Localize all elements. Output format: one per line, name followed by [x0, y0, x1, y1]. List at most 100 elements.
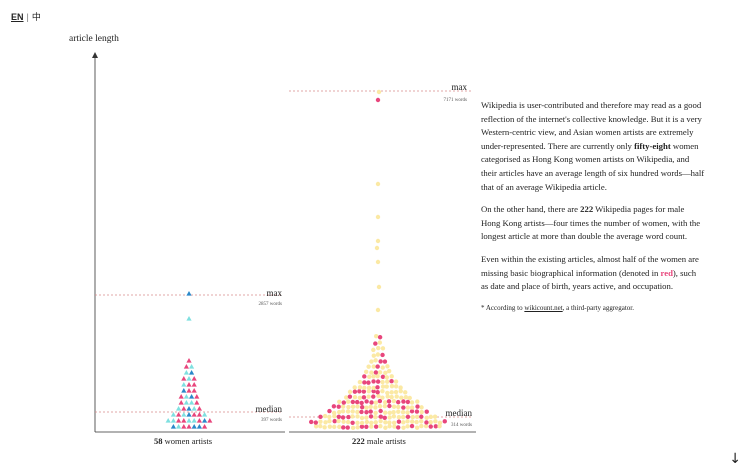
p3-text-a: Even within the existing articles, almos… — [481, 253, 699, 278]
men-point — [350, 399, 356, 405]
women-point — [176, 418, 182, 423]
men-point — [393, 389, 399, 395]
women-point — [181, 388, 187, 393]
men-point — [364, 415, 369, 420]
women-point — [186, 418, 192, 423]
men-point — [410, 419, 415, 424]
men-point — [352, 394, 358, 400]
wikicount-link[interactable]: wikicount.net — [524, 303, 563, 312]
men-point — [371, 347, 376, 353]
women-point — [196, 412, 202, 417]
men-point — [322, 413, 328, 419]
men-point — [383, 420, 388, 425]
men-point — [374, 245, 380, 251]
men-point — [337, 399, 342, 404]
men-point — [355, 425, 360, 430]
men-point — [433, 424, 438, 429]
men-point — [403, 390, 408, 395]
men-point — [393, 379, 399, 384]
men-point — [405, 405, 411, 410]
men-point — [350, 425, 356, 431]
p1-bold: fifty-eight — [634, 140, 671, 151]
men-point — [424, 420, 429, 425]
men-point — [391, 420, 397, 425]
women-point — [176, 406, 182, 411]
y-axis-arrow-icon — [92, 52, 98, 58]
p1-text-a: Wikipedia is user-contributed and theref… — [481, 100, 702, 151]
men-point — [373, 405, 378, 410]
men-count: 222 — [352, 436, 365, 446]
p2-text-b: Wikipedia pages for male Hong Kong artis… — [481, 204, 701, 242]
men-point — [373, 370, 379, 375]
men-point — [407, 395, 412, 401]
women-point — [181, 376, 187, 381]
men-point — [391, 410, 396, 415]
men-point — [428, 419, 433, 425]
men-caption: 222 male artists — [352, 436, 406, 446]
men-point — [368, 414, 374, 419]
men-point — [366, 364, 371, 369]
women-median-label: median — [256, 404, 283, 414]
note-text-b: , a third-party aggregator. — [562, 303, 635, 312]
p3-red: red — [660, 267, 673, 278]
women-point — [207, 418, 213, 423]
men-point — [419, 409, 424, 415]
women-point — [178, 394, 184, 399]
p3-text-b: ), such as date and place of birth, year… — [481, 267, 697, 292]
men-point — [369, 370, 374, 375]
men-max-value: 7171 words — [444, 98, 468, 103]
men-point — [371, 385, 376, 391]
women-point — [186, 406, 192, 411]
men-point — [375, 259, 381, 265]
footnote: * According to wikicount.net, a third-pa… — [481, 303, 705, 313]
men-point — [396, 399, 401, 405]
men-point — [373, 420, 378, 425]
men-point — [382, 359, 388, 364]
men-point — [377, 404, 383, 409]
men-point — [376, 393, 381, 399]
men-point — [340, 415, 346, 420]
p2-text-a: On the other hand, there are — [481, 204, 581, 215]
men-point — [336, 418, 341, 424]
women-point — [191, 424, 197, 429]
lang-zh-link[interactable]: 中 — [31, 12, 41, 22]
men-point — [364, 424, 369, 429]
men-point — [382, 403, 388, 409]
p2-bold: 222 — [580, 204, 594, 215]
men-point — [345, 425, 350, 430]
men-point — [383, 370, 388, 376]
men-point — [366, 385, 372, 390]
men-point — [377, 335, 383, 340]
scroll-down-icon[interactable]: ↓ — [729, 451, 741, 467]
men-median-value: 314 words — [451, 423, 472, 428]
men-point — [394, 394, 399, 399]
women-point — [181, 418, 187, 423]
men-point — [363, 369, 369, 375]
men-point — [391, 404, 397, 409]
men-point — [398, 388, 403, 394]
men-point — [375, 385, 380, 390]
men-point — [332, 424, 337, 430]
women-point — [186, 424, 192, 429]
men-point — [369, 420, 374, 426]
women-point — [186, 291, 192, 296]
women-caption-label: women artists — [164, 436, 213, 446]
men-point — [428, 424, 433, 429]
women-point — [196, 424, 202, 429]
men-point — [341, 419, 346, 424]
lang-en-link[interactable]: EN — [11, 12, 24, 22]
men-point — [391, 398, 397, 404]
women-caption: 58 women artists — [154, 436, 212, 446]
men-point — [336, 414, 342, 419]
women-point — [202, 412, 208, 417]
men-point — [323, 420, 328, 425]
men-point — [409, 400, 415, 405]
men-median-label: median — [446, 408, 473, 418]
women-point — [170, 412, 176, 417]
women-point — [181, 424, 187, 429]
women-point — [186, 388, 192, 393]
men-point — [357, 395, 363, 400]
men-point — [371, 364, 376, 369]
men-point — [433, 419, 438, 424]
men-point — [380, 388, 385, 394]
